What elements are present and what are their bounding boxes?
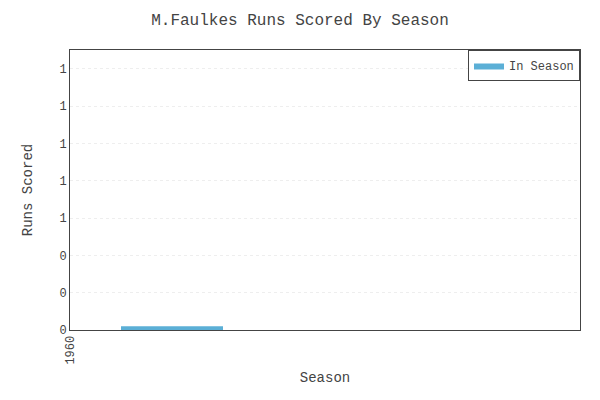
svg-text:M.Faulkes Runs Scored By Seaso: M.Faulkes Runs Scored By Season <box>151 12 449 30</box>
svg-text:1: 1 <box>59 100 66 114</box>
svg-text:1: 1 <box>59 212 66 226</box>
svg-text:Runs Scored: Runs Scored <box>20 144 36 236</box>
svg-text:1960: 1960 <box>64 336 78 365</box>
svg-text:1: 1 <box>59 63 66 77</box>
svg-text:1: 1 <box>59 138 66 152</box>
svg-text:1: 1 <box>59 175 66 189</box>
svg-text:Season: Season <box>300 370 350 386</box>
svg-text:0: 0 <box>59 250 66 264</box>
svg-text:In Season: In Season <box>509 60 574 74</box>
svg-text:0: 0 <box>59 287 66 301</box>
svg-text:0: 0 <box>59 324 66 338</box>
